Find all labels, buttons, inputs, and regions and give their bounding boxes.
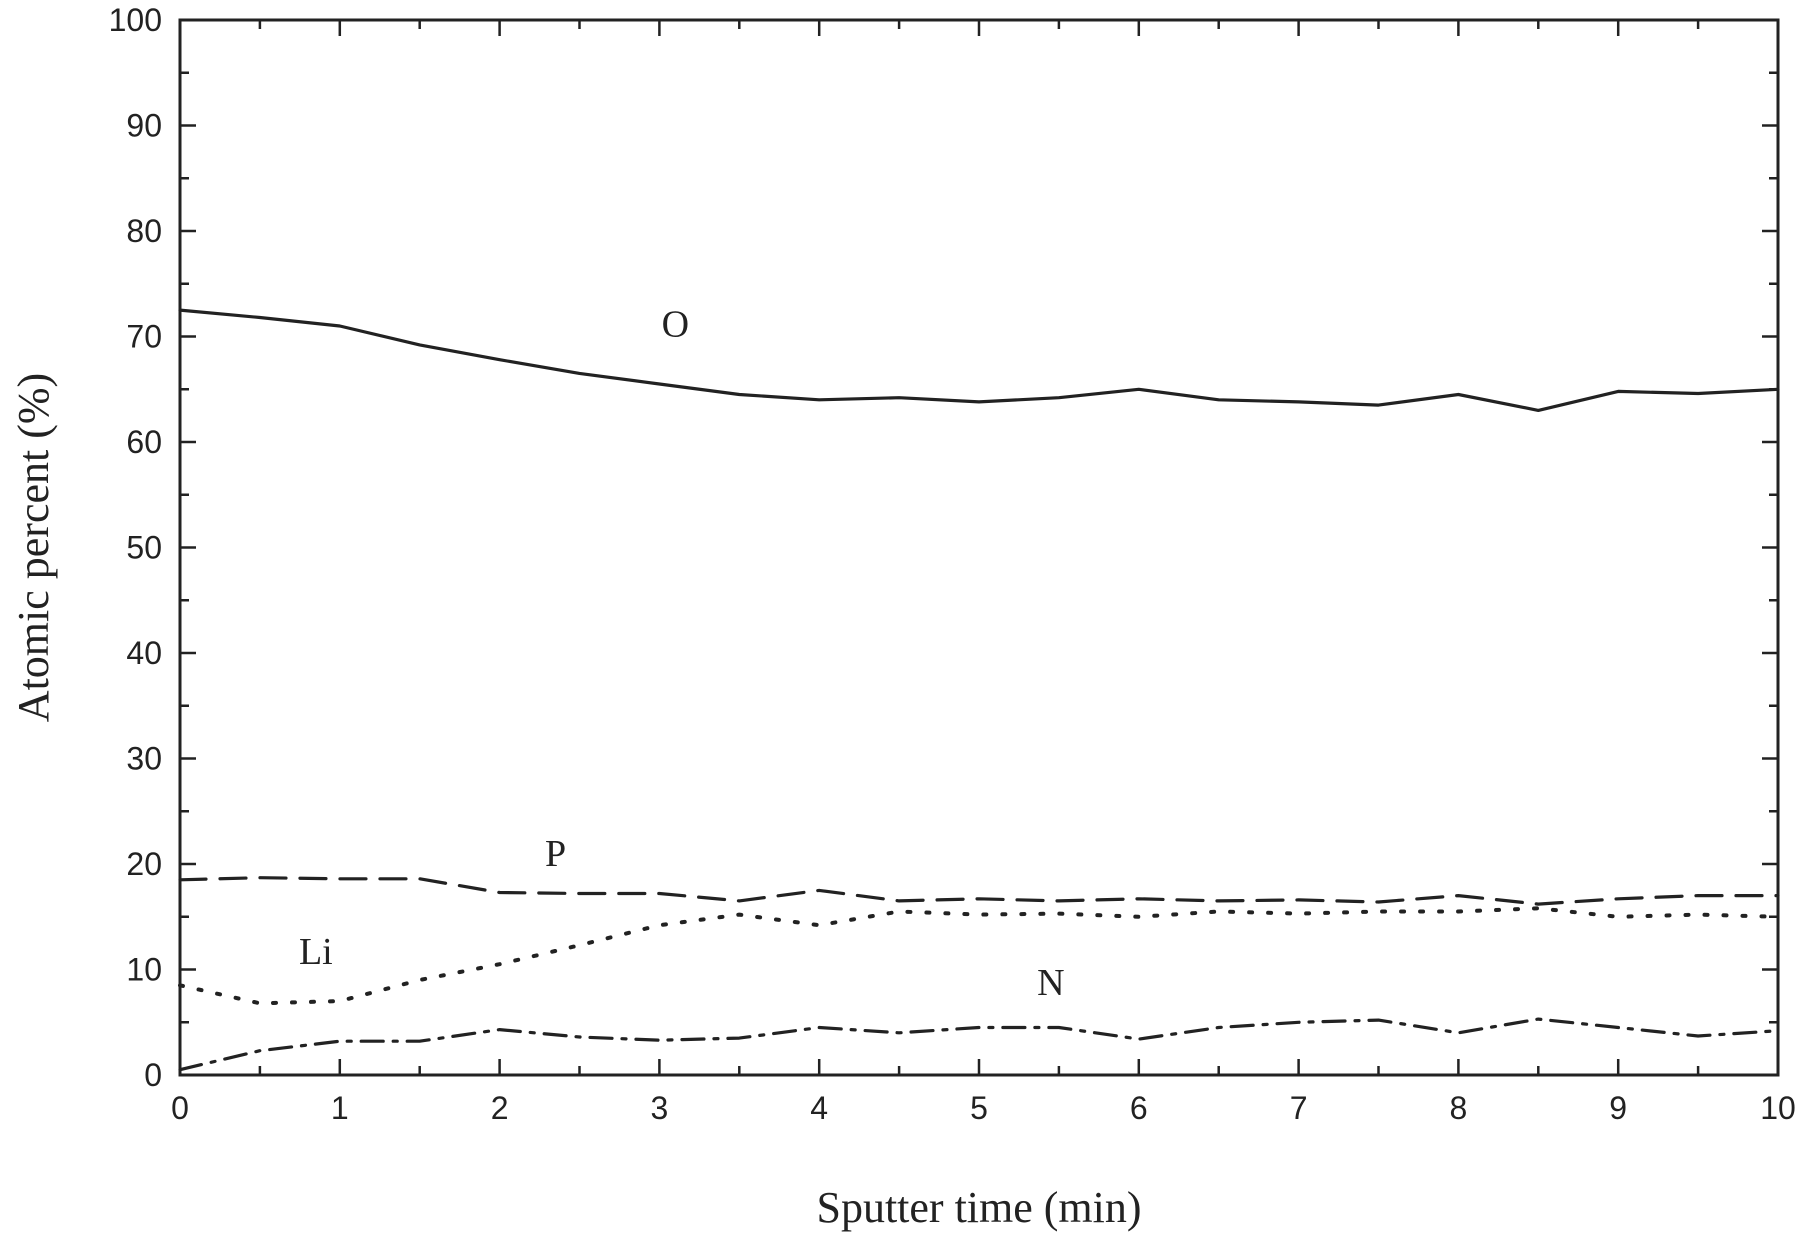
series-label-n: N [1037,962,1064,1004]
x-tick-label: 9 [1609,1090,1627,1126]
y-tick-label: 0 [144,1057,162,1093]
y-tick-label: 80 [126,213,162,249]
x-tick-label: 6 [1130,1090,1148,1126]
y-tick-label: 60 [126,424,162,460]
x-tick-label: 4 [810,1090,828,1126]
series-label-p: P [545,833,566,875]
x-tick-label: 7 [1290,1090,1308,1126]
y-tick-label: 20 [126,846,162,882]
x-tick-label: 2 [491,1090,509,1126]
x-tick-label: 1 [331,1090,349,1126]
series-line-p [178,876,1780,906]
y-tick-label: 100 [109,2,162,38]
series-line-o [178,308,1780,412]
series-label-li: Li [299,931,333,973]
x-tick-label: 0 [171,1090,189,1126]
x-tick-label: 10 [1760,1090,1796,1126]
x-axis-title: Sputter time (min) [816,1183,1141,1232]
series-label-o: O [662,304,689,346]
y-axis-title: Atomic percent (%) [9,373,58,722]
y-tick-label: 40 [126,635,162,671]
y-tick-label: 30 [126,741,162,777]
y-tick-label: 50 [126,530,162,566]
x-tick-label: 5 [970,1090,988,1126]
series-line-n [178,1017,1780,1072]
plot-frame [178,18,1780,1077]
y-tick-label: 70 [126,319,162,355]
y-tick-label: 90 [126,108,162,144]
y-tick-label: 10 [126,952,162,988]
x-tick-label: 3 [651,1090,669,1126]
series-line-li [178,906,1780,1006]
x-tick-label: 8 [1450,1090,1468,1126]
